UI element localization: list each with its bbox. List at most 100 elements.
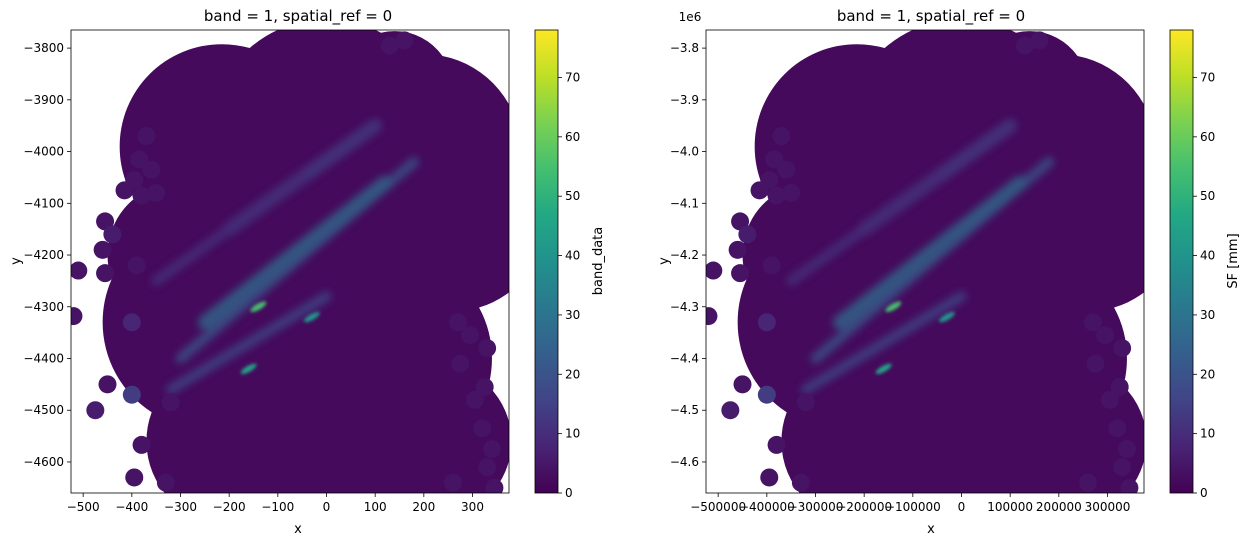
radar-disc [772,127,791,146]
colorbar [1170,30,1193,493]
radar-disc [93,240,112,259]
radar-disc [125,468,144,487]
precip-band [832,175,1027,330]
y-tick-label: −4000 [23,145,64,159]
x-tick-label: −100 [261,500,294,514]
radar-disc [762,256,781,275]
colorbar-frame [534,29,559,494]
radar-disc [1113,458,1132,477]
radar-disc [132,186,151,205]
radar-disc [706,307,718,326]
radar-disc [1108,419,1127,438]
colorbar-ticks: 0 10 20 30 40 50 60 70 [534,29,580,500]
colorbar-tick-label: 10 [1200,427,1215,441]
precip-band [165,291,332,395]
y-tick-label: −4300 [23,300,64,314]
y-tick-label: −4200 [23,248,64,262]
radar-disc [728,240,747,259]
colorbar-tick-label: 70 [1200,70,1215,84]
radar-disc [767,186,786,205]
y-offset-text: 1e6 [679,10,702,24]
precip-band [786,172,943,286]
radar-disc [380,36,399,55]
colorbar-frame [1169,29,1194,494]
x-axis-label: x [927,522,935,537]
radar-disc [1030,31,1049,50]
radar-disc [757,385,776,404]
radar-disc [733,375,752,394]
precip-hotspot [303,311,320,323]
radar-disc [1120,478,1139,493]
radar-disc [475,377,494,396]
colorbar-tick-label: 0 [1200,486,1208,500]
radar-disc [1079,473,1098,492]
colorbar-tick-label: 10 [565,427,580,441]
y-tick-label: −3.9 [670,93,699,107]
x-tick-label: 0 [958,500,966,514]
x-tick-label: 300000 [1085,500,1131,514]
precip-hotspot [250,301,267,312]
radar-disc [130,150,149,169]
colorbar-tick-label: 30 [1200,308,1215,322]
radar-disc [738,225,757,244]
x-tick-label: −200 [213,500,246,514]
radar-disc [478,458,497,477]
radar-disc [448,313,467,332]
chart-title: band = 1, spatial_ref = 0 [837,7,1025,26]
colorbar-tick-label: 40 [565,249,580,263]
colorbar-tick-label: 30 [565,308,580,322]
precip-hotspot [938,311,955,323]
x-tick-label: −200000 [836,500,892,514]
radar-disc [1096,326,1115,345]
x-axis-label: x [294,522,302,537]
colorbar-tick-label: 20 [1200,367,1215,381]
colorbar-tick-label: 0 [565,486,573,500]
right-map-panel: band = 1, spatial_ref = 0 1e6 −500000−40… [657,7,1241,537]
radar-disc [765,150,784,169]
radar-disc [98,375,117,394]
radar-disc [482,440,501,459]
heatmap-area [705,29,1145,494]
colorbar-tick-label: 50 [565,189,580,203]
radar-disc [1083,313,1102,332]
radar-disc [757,313,776,332]
y-axis: −4.6 −4.5 −4.4 −4.3 −4.2 −4.1 −4.0 −3.9 −3.8 [670,41,706,469]
radar-disc [473,419,492,438]
precip-band [151,172,308,286]
precip-band [800,291,967,395]
y-tick-label: −4400 [23,351,64,365]
radar-disc [1015,36,1034,55]
x-tick-label: 0 [323,500,331,514]
y-tick-label: −4.4 [670,351,699,365]
radar-disc [122,385,141,404]
y-tick-label: −4.6 [670,455,699,469]
y-tick-label: −4100 [23,196,64,210]
x-tick-label: −100000 [885,500,941,514]
x-tick-label: −400 [115,500,148,514]
precip-band [197,175,392,330]
radar-disc [485,478,504,493]
y-axis: −4600 −4500 −4400 −4300 −4200 −4100 −4000 −3900… [23,41,71,469]
precip-hotspot [240,363,257,375]
colorbar [535,30,558,493]
y-tick-label: −3900 [23,93,64,107]
y-tick-label: −4.2 [670,248,699,262]
radar-disc [1113,339,1132,358]
colorbar-tick-label: 20 [565,367,580,381]
colorbar-tick-label: 40 [1200,249,1215,263]
plot-frame [70,29,510,494]
radar-disc [777,160,796,179]
radar-disc [115,181,134,200]
radar-disc [444,473,463,492]
radar-disc [71,261,88,280]
chart-title: band = 1, spatial_ref = 0 [204,7,392,26]
x-tick-label: 300 [461,500,484,514]
x-tick-label: −300000 [788,500,844,514]
y-tick-label: −3.8 [670,41,699,55]
radar-disc [760,468,779,487]
radar-disc [478,339,497,358]
x-tick-label: 200 [412,500,435,514]
precip-hotspot [875,363,892,375]
left-map-panel: band = 1, spatial_ref = 0 −500 −400 −300 −2… [9,7,606,537]
colorbar-tick-label: 70 [565,70,580,84]
